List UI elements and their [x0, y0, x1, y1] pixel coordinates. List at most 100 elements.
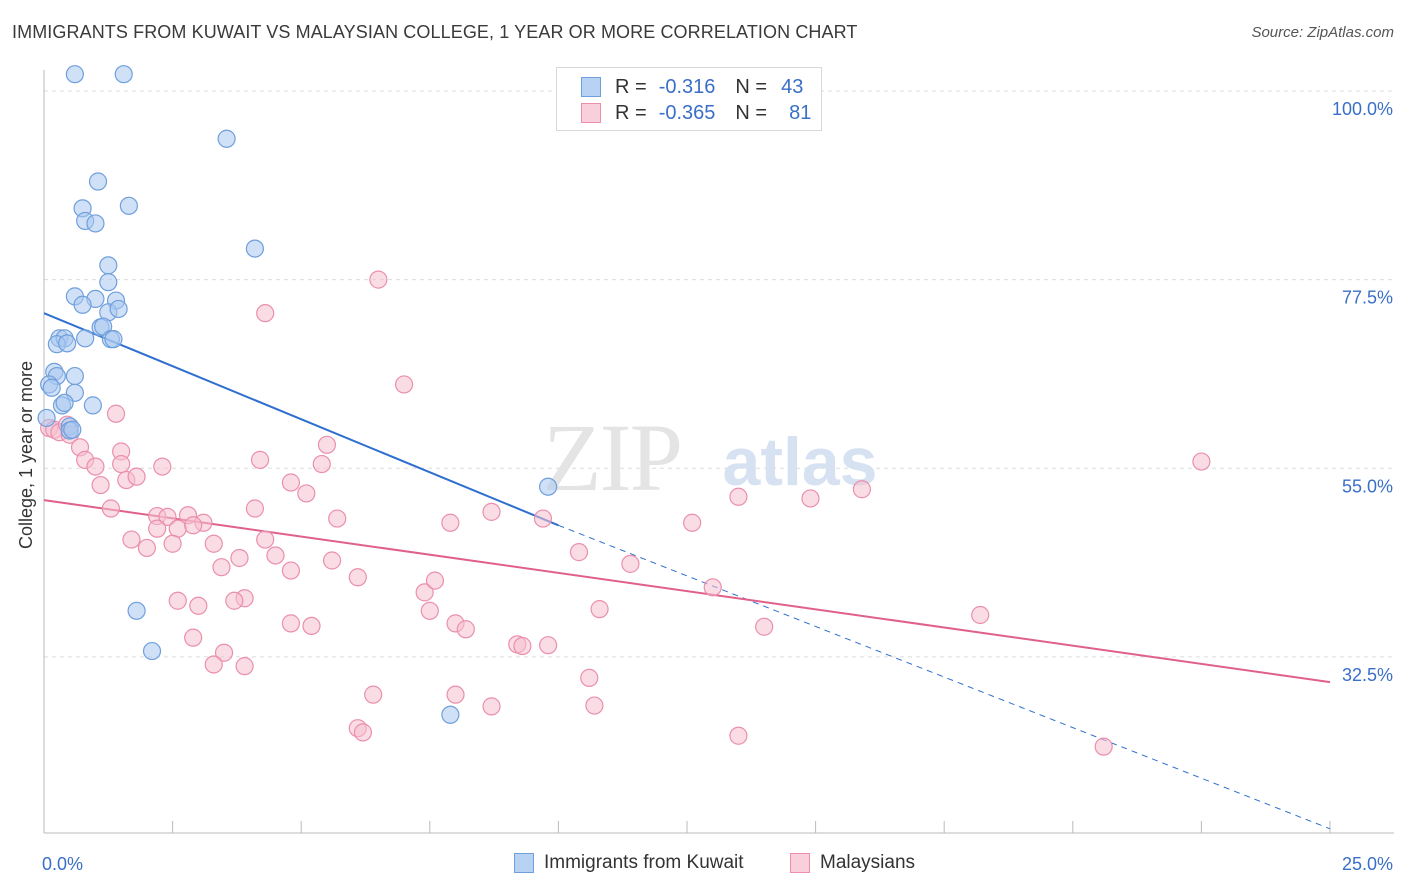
malaysian-point	[533, 509, 553, 528]
legend-n-value: 43	[781, 75, 804, 98]
kuwait-point	[114, 65, 133, 84]
kuwait-point	[88, 172, 108, 191]
malaysian-point	[729, 487, 748, 506]
malaysian-trend-line	[43, 499, 1331, 684]
kuwait-swatch	[514, 853, 534, 873]
malaysian-point	[101, 499, 120, 518]
malaysian-point	[348, 568, 367, 587]
malaysian-point	[168, 519, 187, 538]
malaysians-swatch	[790, 853, 810, 873]
malaysian-point	[112, 454, 131, 474]
kuwait-point	[99, 273, 118, 292]
malaysian-point	[446, 685, 465, 704]
malaysian-point	[122, 530, 141, 549]
malaysian-point	[230, 548, 249, 568]
malaysian-point	[415, 583, 434, 602]
watermark-zip: ZIP	[543, 404, 681, 511]
malaysian-point	[86, 457, 105, 476]
malaysian-point	[214, 643, 234, 662]
malaysian-point	[513, 636, 532, 656]
bottom-legend-kuwait: Immigrants from Kuwait	[514, 850, 744, 876]
malaysian-point	[168, 591, 187, 610]
source-label: Source: ZipAtlas.com	[1251, 24, 1394, 41]
malaysian-point	[153, 457, 172, 476]
malaysian-point	[137, 538, 156, 558]
malaysian-point	[569, 543, 589, 562]
malaysian-point	[729, 726, 748, 745]
malaysian-point	[369, 270, 388, 289]
malaysian-point	[212, 558, 231, 577]
malaysian-point	[148, 519, 167, 538]
legend-r-label: R =	[615, 101, 647, 124]
malaysian-point	[302, 616, 321, 636]
malaysian-point	[158, 507, 177, 527]
kuwait-legend-label: Immigrants from Kuwait	[544, 852, 744, 873]
kuwait-point	[73, 295, 92, 314]
malaysian-point	[184, 628, 203, 647]
malaysian-point	[394, 375, 414, 394]
legend-row-kuwait: R = -0.316 N = 43	[581, 75, 803, 99]
malaysian-point	[585, 696, 604, 715]
y-axis-label: College, 1 year or more	[16, 361, 36, 549]
legend-row-malaysians: R = -0.365 N = 81	[581, 101, 811, 125]
legend-n-label: N =	[735, 75, 768, 98]
malaysian-point	[245, 499, 265, 518]
kuwait-trend-extension	[558, 524, 1331, 830]
chart-title: IMMIGRANTS FROM KUWAIT VS MALAYSIAN COLL…	[12, 22, 858, 42]
malaysians-swatch	[581, 103, 601, 123]
y-tick-label: 77.5%	[1342, 288, 1393, 308]
kuwait-swatch	[581, 77, 601, 97]
malaysian-point	[456, 620, 475, 639]
y-tick-label: 100.0%	[1332, 99, 1393, 119]
malaysian-point	[683, 513, 702, 532]
malaysian-point	[250, 450, 270, 469]
kuwait-point	[142, 641, 162, 661]
malaysian-point	[353, 723, 373, 742]
y-tick-label: 55.0%	[1342, 476, 1393, 496]
kuwait-point	[104, 330, 123, 349]
kuwait-point	[76, 329, 95, 348]
kuwait-trend-line	[43, 312, 559, 527]
malaysian-point	[184, 516, 203, 535]
legend-n-label: N =	[735, 101, 768, 124]
data-points	[37, 65, 1211, 756]
malaysian-point	[256, 304, 275, 323]
axes	[43, 70, 1394, 834]
malaysian-point	[328, 509, 347, 528]
malaysian-point	[425, 571, 445, 590]
malaysian-point	[482, 502, 501, 521]
malaysian-point	[801, 489, 820, 508]
malaysian-point	[235, 657, 254, 676]
malaysian-point	[482, 697, 501, 716]
kuwait-point	[65, 366, 84, 386]
malaysian-point	[364, 685, 383, 704]
malaysian-point	[580, 668, 599, 687]
malaysian-point	[256, 530, 275, 549]
legend-n-value: 81	[789, 101, 812, 124]
y-tick-label: 32.5%	[1342, 665, 1393, 685]
malaysian-point	[127, 467, 146, 486]
malaysian-point	[312, 454, 331, 474]
malaysian-point	[281, 473, 301, 492]
kuwait-point	[37, 408, 56, 428]
malaysian-point	[590, 600, 609, 619]
malaysian-point	[621, 554, 640, 573]
kuwait-point	[55, 393, 74, 412]
malaysian-point	[297, 484, 316, 503]
legend-r-value: -0.365	[658, 101, 716, 124]
malaysian-point	[163, 534, 182, 553]
kuwait-point	[83, 396, 102, 415]
kuwait-point	[65, 65, 84, 84]
kuwait-point	[245, 239, 265, 258]
kuwait-point	[99, 256, 118, 275]
x-tick-label: 0.0%	[42, 854, 83, 874]
watermark: ZIP atlas	[543, 404, 878, 511]
malaysian-point	[189, 596, 208, 615]
trend-lines	[43, 312, 1331, 830]
watermark-atlas: atlas	[723, 424, 878, 500]
malaysian-point	[852, 480, 871, 499]
kuwait-point	[109, 299, 128, 319]
kuwait-point	[539, 477, 558, 496]
malaysian-point	[755, 617, 774, 636]
